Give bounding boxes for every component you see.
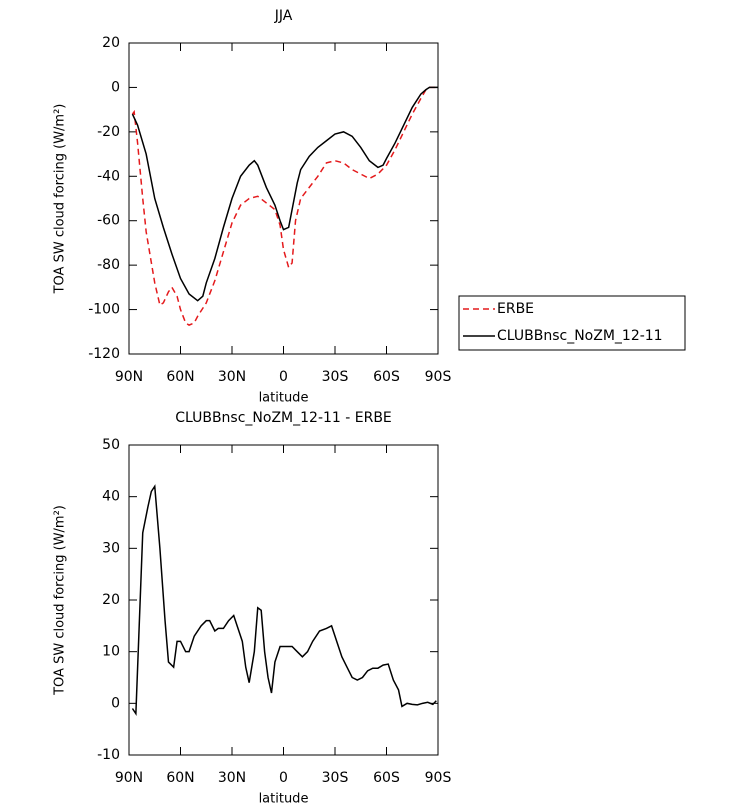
x-tick-label: 0: [279, 770, 288, 786]
data-line: [131, 86, 438, 326]
data-line: [131, 484, 437, 717]
x-tick-label: 90S: [425, 369, 452, 385]
plot-frame: [128, 444, 439, 756]
x-tick-label: 30S: [322, 369, 349, 385]
x-tick-label: 30N: [218, 770, 246, 786]
y-tick-label: 20: [102, 592, 120, 608]
y-tick-label: -20: [97, 124, 120, 140]
y-tick-label: 0: [111, 79, 120, 95]
x-tick-label: 60S: [373, 770, 400, 786]
y-tick-label: -80: [97, 257, 120, 273]
legend-label: CLUBBnsc_NoZM_12-11: [497, 328, 663, 344]
chart-title: JJA: [274, 8, 293, 24]
y-axis-label: TOA SW cloud forcing (W/m²): [53, 104, 68, 295]
x-tick-label: 60N: [166, 369, 194, 385]
y-tick-label: 10: [102, 644, 120, 660]
x-axis-label: latitude: [259, 391, 309, 406]
chart-title: CLUBBnsc_NoZM_12-11 - ERBE: [175, 410, 392, 426]
y-tick-label: -10: [97, 747, 120, 763]
x-axis-label: latitude: [259, 792, 309, 807]
x-tick-label: 60S: [373, 369, 400, 385]
x-tick-label: 60N: [166, 770, 194, 786]
y-tick-label: -100: [88, 302, 120, 318]
y-tick-label: -40: [97, 168, 120, 184]
plot-frame: [128, 42, 439, 355]
y-tick-label: 50: [102, 437, 120, 453]
y-axis-label: TOA SW cloud forcing (W/m²): [53, 505, 68, 696]
x-tick-label: 90N: [115, 369, 143, 385]
y-tick-label: 30: [102, 540, 120, 556]
y-tick-label: 20: [102, 35, 120, 51]
x-tick-label: 0: [279, 369, 288, 385]
y-tick-label: 0: [111, 695, 120, 711]
x-tick-label: 30S: [322, 770, 349, 786]
x-tick-label: 90N: [115, 770, 143, 786]
y-tick-label: -120: [88, 346, 120, 362]
y-tick-label: 40: [102, 489, 120, 505]
x-tick-label: 90S: [425, 770, 452, 786]
x-tick-label: 30N: [218, 369, 246, 385]
y-tick-label: -60: [97, 213, 120, 229]
legend-box: [458, 295, 686, 351]
legend-label: ERBE: [497, 301, 534, 317]
data-line: [131, 86, 438, 302]
